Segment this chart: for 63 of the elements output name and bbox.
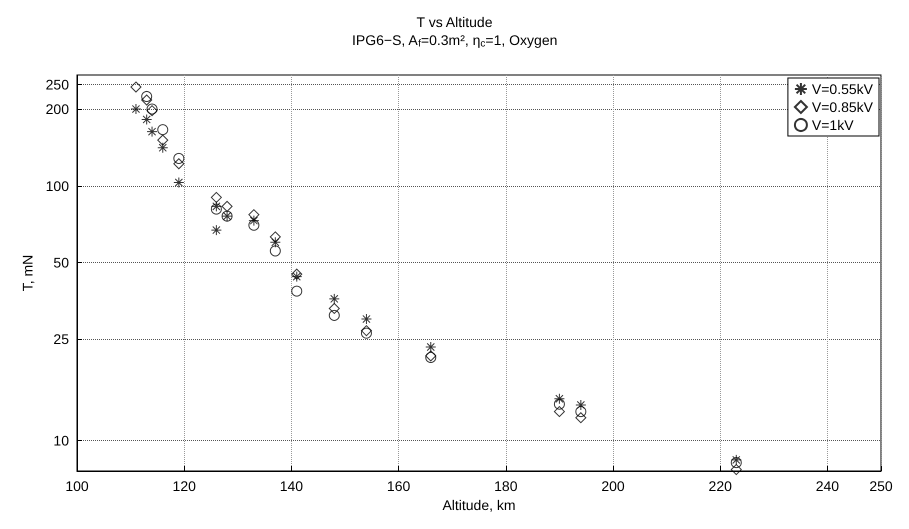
y-tick-label: 25 bbox=[53, 331, 70, 348]
point bbox=[222, 200, 233, 212]
point bbox=[328, 302, 340, 314]
point bbox=[130, 82, 142, 93]
x-tick-label: 250 bbox=[869, 478, 893, 494]
point bbox=[730, 454, 742, 466]
point bbox=[173, 176, 184, 188]
point bbox=[360, 328, 372, 339]
point bbox=[291, 271, 302, 282]
point bbox=[210, 204, 222, 215]
point bbox=[554, 393, 565, 404]
point bbox=[291, 268, 302, 280]
point bbox=[248, 220, 260, 231]
point bbox=[210, 192, 222, 203]
point bbox=[157, 124, 168, 136]
x-tick-label: 100 bbox=[65, 478, 89, 494]
y-tick-label: 250 bbox=[46, 76, 70, 92]
point bbox=[141, 114, 152, 125]
y-tick-label: 10 bbox=[53, 432, 70, 449]
point bbox=[360, 325, 372, 336]
point bbox=[210, 200, 222, 212]
point bbox=[157, 142, 168, 154]
point bbox=[730, 457, 742, 468]
point bbox=[328, 293, 340, 304]
x-axis-title: Altitude, km bbox=[442, 496, 516, 513]
point bbox=[554, 406, 565, 418]
point bbox=[146, 126, 158, 138]
point bbox=[328, 310, 340, 321]
point bbox=[210, 224, 222, 236]
x-tick-label: 160 bbox=[386, 478, 410, 494]
x-tick-label: 120 bbox=[172, 478, 196, 494]
point bbox=[173, 152, 184, 164]
chart-title: T vs Altitude bbox=[416, 14, 493, 30]
x-tick-label: 200 bbox=[601, 478, 625, 494]
point bbox=[173, 158, 184, 170]
y-tick-label: 50 bbox=[53, 254, 70, 270]
x-tick-label: 220 bbox=[708, 478, 732, 494]
x-tick-label: 140 bbox=[280, 478, 304, 494]
point bbox=[157, 134, 168, 146]
y-tick-label: 100 bbox=[46, 178, 70, 194]
point bbox=[141, 94, 152, 106]
point bbox=[270, 231, 281, 242]
point bbox=[130, 104, 142, 115]
y-axis-title: T, mN bbox=[20, 254, 36, 292]
point bbox=[141, 90, 152, 102]
x-tick-label: 180 bbox=[494, 478, 518, 494]
point bbox=[360, 314, 372, 325]
point bbox=[248, 215, 260, 226]
y-tick-label: 200 bbox=[46, 101, 70, 118]
x-tick-label: 240 bbox=[816, 478, 840, 494]
point bbox=[575, 399, 586, 410]
legend-label: V=0.55kV bbox=[812, 81, 874, 97]
legend-label: V=0.85kV bbox=[812, 99, 874, 115]
point bbox=[425, 341, 436, 352]
point bbox=[575, 406, 586, 418]
point bbox=[575, 412, 586, 424]
point bbox=[291, 286, 302, 297]
point bbox=[270, 245, 281, 256]
legend-label: V=1kV bbox=[812, 117, 854, 133]
point bbox=[554, 398, 565, 410]
point bbox=[730, 464, 742, 476]
point bbox=[248, 209, 260, 220]
point bbox=[270, 236, 281, 248]
